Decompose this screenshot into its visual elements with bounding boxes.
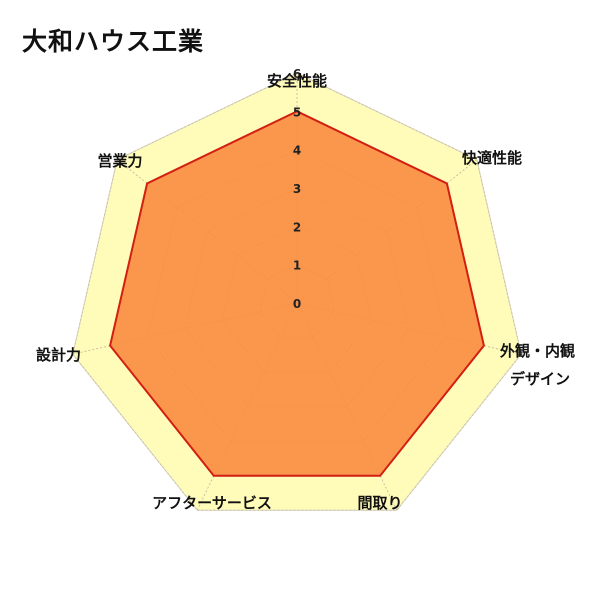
chart-title: 大和ハウス工業 — [22, 27, 205, 56]
tick-label: 5 — [293, 105, 301, 119]
category-label: 間取り — [357, 494, 402, 512]
category-label: 設計力 — [36, 346, 81, 364]
category-label: アフターサービス — [152, 494, 272, 512]
tick-label: 6 — [293, 67, 301, 81]
tick-label: 3 — [293, 182, 301, 196]
category-label: 安全性能 — [267, 72, 327, 90]
tick-label: 0 — [293, 297, 301, 311]
radial-tick-labels: 0 1 2 3 4 5 6 — [293, 67, 301, 311]
category-label: 営業力 — [97, 152, 142, 170]
grid-ring — [72, 72, 522, 511]
series-area — [109, 110, 485, 477]
tick-label: 4 — [293, 144, 301, 158]
tick-label: 2 — [293, 220, 301, 234]
series-polygon — [109, 110, 485, 477]
category-label: 快適性能 — [462, 149, 522, 167]
category-label: 外観・内観デザイン — [499, 342, 575, 388]
tick-label: 1 — [293, 259, 301, 273]
